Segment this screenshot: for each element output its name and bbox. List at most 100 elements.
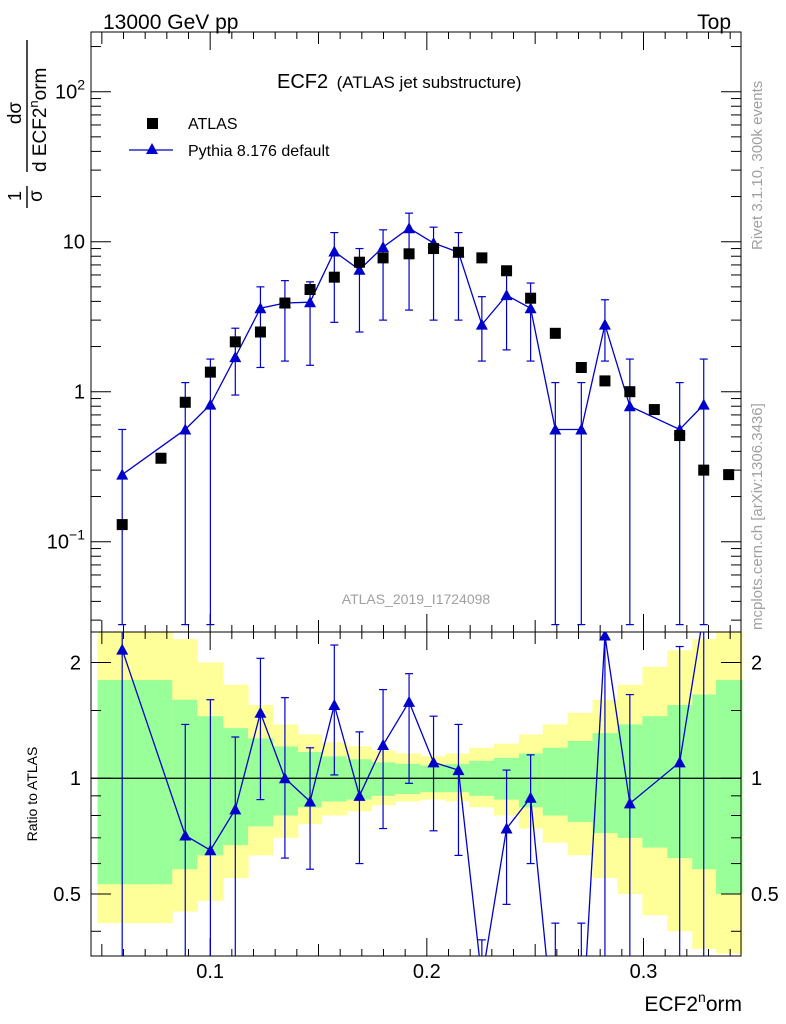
atlas-point <box>353 256 365 268</box>
ratio-point <box>673 756 686 768</box>
ylabel-frac2-den-suffix: orm <box>30 68 51 101</box>
pythia-point <box>524 302 537 314</box>
ratio-point <box>476 973 488 984</box>
atlas-point <box>501 265 513 277</box>
ylabel-frac2-den-sup: n <box>26 100 41 107</box>
inner-band-bin <box>716 680 743 895</box>
x-tick-label: 0.1 <box>196 961 224 983</box>
main-y-axis-label: 1 σ dσ d ECF2norm <box>5 40 51 208</box>
pythia-point <box>403 222 416 234</box>
ratio-y-tick-label-right: 0.5 <box>751 884 779 906</box>
atlas-point <box>204 366 216 378</box>
ratio-point <box>524 791 537 803</box>
pythia-point <box>500 289 513 301</box>
atlas-point <box>698 464 710 476</box>
ratio-point <box>204 844 217 856</box>
atlas-point <box>304 284 316 296</box>
atlas-point <box>648 404 660 416</box>
atlas-point <box>254 326 266 338</box>
main-y-tick-label: 10−1 <box>47 527 85 554</box>
pythia-point <box>254 302 267 314</box>
main-y-tick-label: 102 <box>55 77 85 104</box>
ylabel-frac2-den: d ECF2norm <box>26 68 51 172</box>
ratio-clipped-group <box>116 632 705 984</box>
atlas-point <box>155 452 167 464</box>
plot-title-main: ECF2 <box>277 71 328 93</box>
atlas-point <box>599 375 611 387</box>
pythia-point <box>328 245 341 257</box>
atlas-point <box>575 361 587 373</box>
main-y-tick-label: 1 <box>74 382 85 404</box>
ratio-point <box>179 829 192 841</box>
xlabel-prefix: ECF2 <box>644 993 698 1016</box>
pythia-point <box>179 423 192 435</box>
legend: ATLAS Pythia 8.176 default <box>129 116 330 160</box>
pythia-point <box>598 318 611 330</box>
atlas-point <box>403 248 415 260</box>
pythia-point <box>353 263 366 275</box>
tick-base: 10 <box>47 532 69 554</box>
x-axis-label: ECF2norm <box>644 989 742 1016</box>
pythia-point <box>116 468 129 480</box>
atlas-point <box>377 252 389 264</box>
inner-band-bin <box>371 762 396 796</box>
pythia-point <box>549 423 562 435</box>
ratio-y-tick-label-right: 1 <box>751 768 762 790</box>
ratio-point <box>278 772 291 784</box>
inner-band-bin <box>692 694 717 870</box>
ratio-point <box>377 739 390 751</box>
ylabel-frac2-num: dσ <box>5 102 26 125</box>
xlabel-suffix: orm <box>706 993 742 1016</box>
pythia-point <box>377 241 390 253</box>
pythia-point <box>623 400 636 412</box>
ratio-point <box>353 789 366 801</box>
plot-title-sub: (ATLAS jet substructure) <box>337 73 522 92</box>
ylabel-frac1-den: σ <box>26 190 47 202</box>
tick-exponent: −1 <box>69 527 85 543</box>
ratio-series-layer <box>116 632 705 984</box>
plot-title: ECF2 (ATLAS jet substructure) <box>277 71 521 93</box>
main-series-layer <box>116 212 735 626</box>
ratio-point <box>500 822 513 834</box>
atlas-point <box>229 336 241 348</box>
atlas-point <box>428 243 440 255</box>
ratio-point <box>116 643 129 655</box>
atlas-point <box>279 297 291 309</box>
ratio-point <box>304 795 317 807</box>
legend-atlas-marker <box>147 118 158 129</box>
inner-band-bin <box>567 740 594 822</box>
pythia-point <box>575 423 588 435</box>
tick-exponent: 2 <box>77 77 85 93</box>
ratio-point <box>403 695 416 707</box>
energy-label: 13000 GeV pp <box>103 11 238 34</box>
pythia-line <box>121 227 705 476</box>
atlas-point <box>452 246 464 258</box>
inner-band-bin <box>542 747 569 816</box>
atlas-point <box>723 469 735 481</box>
atlas-point <box>328 271 340 283</box>
atlas-point <box>476 252 488 264</box>
pythia-point <box>475 318 488 330</box>
x-tick-label: 0.2 <box>413 961 441 983</box>
ratio-point <box>623 797 636 809</box>
main-y-tick-label: 10 <box>63 232 85 254</box>
ratio-line <box>121 632 702 956</box>
legend-pythia-marker <box>146 143 158 154</box>
xlabel-sup: n <box>698 989 706 1005</box>
ratio-point <box>598 632 611 641</box>
atlas-point <box>525 292 537 304</box>
pythia-point <box>229 351 242 363</box>
ylabel-frac2-den-prefix: d ECF2 <box>30 108 51 172</box>
ratio-y-tick-label-right: 2 <box>751 652 762 674</box>
ratio-point <box>229 803 242 815</box>
ratio-y-tick-label: 2 <box>70 652 81 674</box>
ratio-axis-ticks: 0.1 0.2 0.3 0.5 0.5 1 1 2 2 <box>53 632 779 983</box>
legend-pythia-label: Pythia 8.176 default <box>188 143 330 160</box>
atlas-point <box>624 386 636 398</box>
analysis-watermark: ATLAS_2019_I1724098 <box>342 591 491 607</box>
rivet-version-label: Rivet 3.1.10, 300k events <box>749 81 766 250</box>
legend-atlas-label: ATLAS <box>188 116 238 133</box>
pythia-point <box>204 398 217 410</box>
